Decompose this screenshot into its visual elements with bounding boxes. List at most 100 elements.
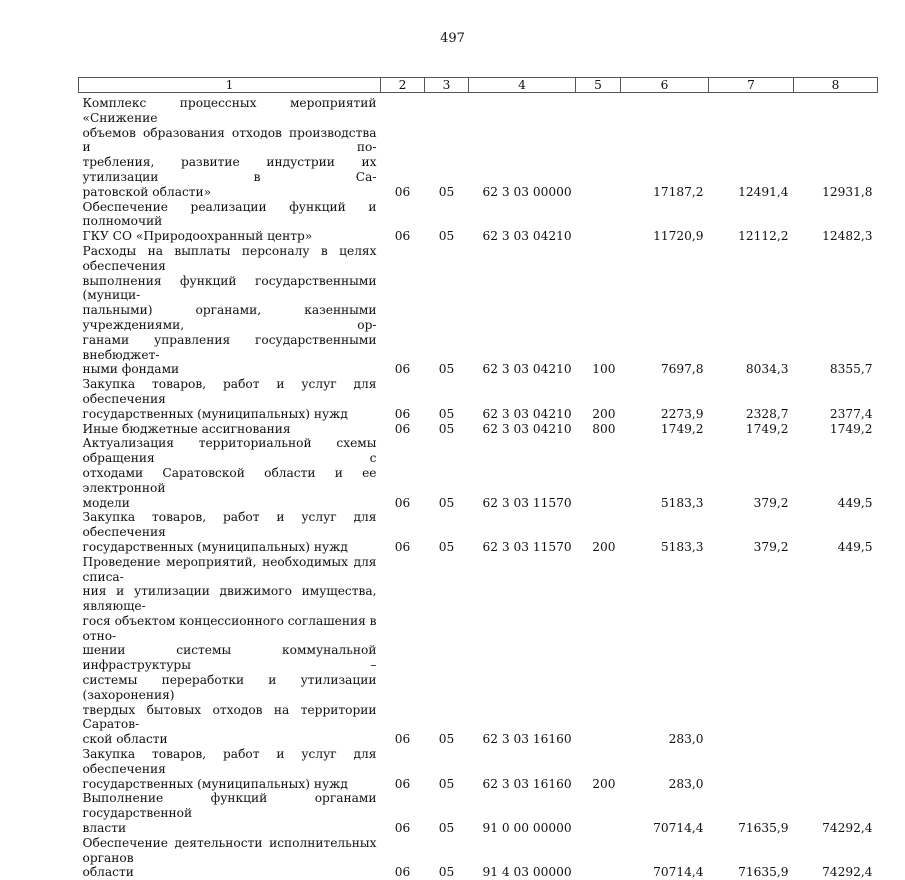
row-description: Актуализация территориальной схемы обращ… <box>79 436 381 510</box>
cell-col7: 2328,7 <box>709 377 794 421</box>
cell-col2: 06 <box>381 93 425 200</box>
column-header-4: 4 <box>469 78 576 93</box>
cell-col5: 200 <box>576 747 621 791</box>
description-line: ния и утилизации движимого имущества, яв… <box>83 584 377 614</box>
column-header-3: 3 <box>425 78 469 93</box>
cell-col4: 62 3 03 04210 <box>469 200 576 244</box>
table-body: Комплекс процессных мероприятий «Снижени… <box>79 93 878 880</box>
row-description: Иные бюджетные ассигнования <box>79 422 381 437</box>
cell-col8: 12931,8 <box>794 93 878 200</box>
row-description: Обеспечение деятельности исполнительных … <box>79 836 381 880</box>
cell-col7: 12112,2 <box>709 200 794 244</box>
row-description: Расходы на выплаты персоналу в целях обе… <box>79 244 381 377</box>
row-description: Обеспечение реализации функций и полномо… <box>79 200 381 244</box>
cell-col7: 8034,3 <box>709 244 794 377</box>
description-line: Расходы на выплаты персоналу в целях обе… <box>83 244 377 274</box>
row-description: Закупка товаров, работ и услуг для обесп… <box>79 510 381 554</box>
cell-col2: 06 <box>381 510 425 554</box>
cell-col4: 62 3 03 16160 <box>469 555 576 747</box>
cell-col8 <box>794 555 878 747</box>
cell-col3: 05 <box>425 436 469 510</box>
cell-col8: 2377,4 <box>794 377 878 421</box>
cell-col7: 1749,2 <box>709 422 794 437</box>
cell-col7: 379,2 <box>709 510 794 554</box>
cell-col6: 70714,4 <box>621 836 709 880</box>
description-line: системы переработки и утилизации (захоро… <box>83 673 377 703</box>
cell-col5: 200 <box>576 377 621 421</box>
table-row: Обеспечение деятельности исполнительных … <box>79 836 878 880</box>
row-description: Комплекс процессных мероприятий «Снижени… <box>79 93 381 200</box>
cell-col3: 05 <box>425 747 469 791</box>
table-row: Закупка товаров, работ и услуг для обесп… <box>79 510 878 554</box>
row-description: Закупка товаров, работ и услуг для обесп… <box>79 747 381 791</box>
table-row: Комплекс процессных мероприятий «Снижени… <box>79 93 878 200</box>
cell-col4: 62 3 03 11570 <box>469 436 576 510</box>
cell-col6: 283,0 <box>621 747 709 791</box>
description-line: Закупка товаров, работ и услуг для обесп… <box>83 377 377 407</box>
description-line: ГКУ СО «Природоохранный центр» <box>83 229 377 244</box>
description-line: Проведение мероприятий, необходимых для … <box>83 555 377 585</box>
cell-col7: 71635,9 <box>709 791 794 835</box>
description-line: государственных (муниципальных) нужд <box>83 407 377 422</box>
cell-col6: 5183,3 <box>621 510 709 554</box>
cell-col3: 05 <box>425 422 469 437</box>
cell-col2: 06 <box>381 555 425 747</box>
cell-col7: 379,2 <box>709 436 794 510</box>
description-line: Закупка товаров, работ и услуг для обесп… <box>83 747 377 777</box>
cell-col6: 7697,8 <box>621 244 709 377</box>
description-line: Иные бюджетные ассигнования <box>83 422 377 437</box>
page-number: 497 <box>0 31 905 46</box>
cell-col5 <box>576 93 621 200</box>
cell-col5 <box>576 436 621 510</box>
description-line: власти <box>83 821 377 836</box>
description-line: ратовской области» <box>83 185 377 200</box>
cell-col2: 06 <box>381 791 425 835</box>
cell-col5 <box>576 791 621 835</box>
description-line: пальными) органами, казенными учреждения… <box>83 303 377 333</box>
cell-col3: 05 <box>425 244 469 377</box>
cell-col6: 283,0 <box>621 555 709 747</box>
cell-col5: 100 <box>576 244 621 377</box>
cell-col2: 06 <box>381 836 425 880</box>
cell-col2: 06 <box>381 747 425 791</box>
cell-col2: 06 <box>381 436 425 510</box>
table-row: Актуализация территориальной схемы обращ… <box>79 436 878 510</box>
cell-col2: 06 <box>381 244 425 377</box>
cell-col5: 200 <box>576 510 621 554</box>
description-line: шении системы коммунальной инфраструктур… <box>83 643 377 673</box>
cell-col3: 05 <box>425 791 469 835</box>
table-row: Закупка товаров, работ и услуг для обесп… <box>79 377 878 421</box>
cell-col6: 2273,9 <box>621 377 709 421</box>
description-line: модели <box>83 496 377 511</box>
table-row: Проведение мероприятий, необходимых для … <box>79 555 878 747</box>
description-line: ганами управления государственными внебю… <box>83 333 377 363</box>
cell-col8 <box>794 747 878 791</box>
cell-col5 <box>576 555 621 747</box>
cell-col7 <box>709 747 794 791</box>
description-line: требления, развитие индустрии их утилиза… <box>83 155 377 185</box>
table-row: Обеспечение реализации функций и полномо… <box>79 200 878 244</box>
cell-col3: 05 <box>425 377 469 421</box>
cell-col8: 74292,4 <box>794 836 878 880</box>
description-line: Закупка товаров, работ и услуг для обесп… <box>83 510 377 540</box>
column-header-5: 5 <box>576 78 621 93</box>
cell-col8: 449,5 <box>794 510 878 554</box>
cell-col6: 17187,2 <box>621 93 709 200</box>
description-line: Обеспечение реализации функций и полномо… <box>83 200 377 230</box>
cell-col4: 62 3 03 04210 <box>469 244 576 377</box>
table-row: Закупка товаров, работ и услуг для обесп… <box>79 747 878 791</box>
cell-col8: 12482,3 <box>794 200 878 244</box>
cell-col4: 91 0 00 00000 <box>469 791 576 835</box>
description-line: Комплекс процессных мероприятий «Снижени… <box>83 96 377 126</box>
description-line: твердых бытовых отходов на территории Са… <box>83 703 377 733</box>
column-header-8: 8 <box>794 78 878 93</box>
row-description: Проведение мероприятий, необходимых для … <box>79 555 381 747</box>
table-row: Выполнение функций органами государствен… <box>79 791 878 835</box>
cell-col3: 05 <box>425 510 469 554</box>
cell-col3: 05 <box>425 836 469 880</box>
column-header-6: 6 <box>621 78 709 93</box>
description-line: Выполнение функций органами государствен… <box>83 791 377 821</box>
